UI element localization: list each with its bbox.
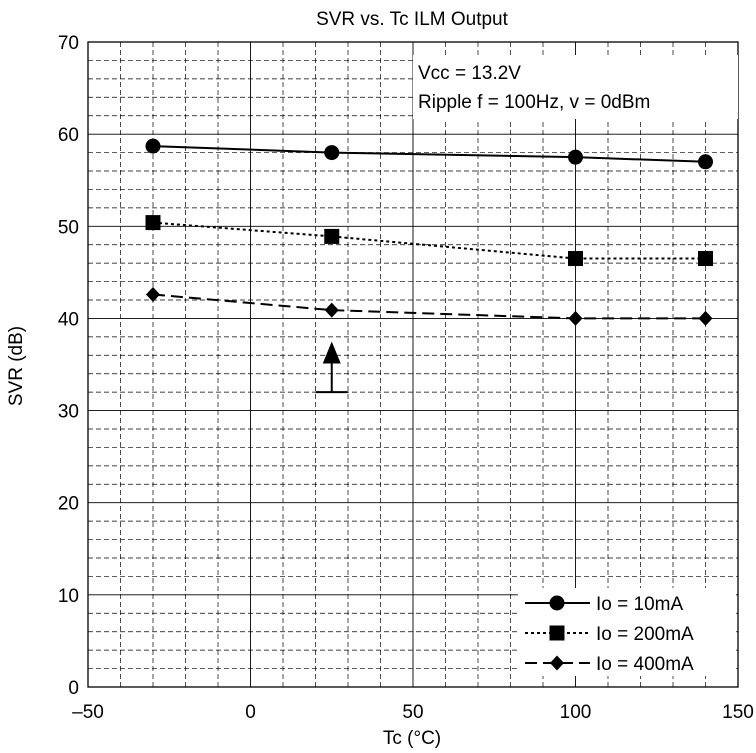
y-tick-label: 10: [58, 586, 79, 607]
arrow-marker: [315, 341, 348, 394]
data-point-diamond: [324, 302, 339, 318]
y-tick-label: 60: [58, 125, 79, 146]
data-point-diamond: [698, 310, 713, 326]
y-tick-label: 20: [58, 494, 79, 515]
data-point-square: [698, 251, 713, 267]
series-2: [145, 215, 713, 267]
data-point-circle: [568, 149, 583, 165]
chart-title: SVR vs. Tc ILM Output: [316, 9, 509, 30]
legend-label: Io = 10mA: [596, 594, 683, 615]
data-point-circle: [145, 138, 161, 154]
data-point-circle: [698, 154, 713, 170]
x-tick-label: 150: [722, 702, 754, 723]
annotation-vcc: Vcc = 13.2V: [418, 63, 521, 84]
y-tick-label: 0: [68, 678, 79, 699]
x-tick-label: 0: [245, 702, 256, 723]
legend-item: Io = 10mA: [525, 594, 683, 615]
y-tick-label: 40: [58, 309, 79, 330]
y-tick-label: 70: [58, 33, 79, 54]
legend-item: Io = 200mA: [525, 624, 694, 645]
series-line: [152, 221, 706, 260]
x-axis-label: Tc (°C): [383, 728, 441, 749]
data-point-diamond: [568, 310, 583, 326]
x-tick-label: –50: [72, 702, 104, 723]
annotation-box: Vcc = 13.2V Ripple f = 100Hz, v = 0dBm: [413, 55, 738, 119]
series-1: [145, 138, 713, 170]
data-point-diamond: [146, 286, 160, 302]
legend-label: Io = 400mA: [596, 654, 694, 675]
legend-marker-square: [549, 625, 565, 641]
y-tick-label: 50: [58, 217, 79, 238]
series-line: [152, 293, 706, 320]
annotation-ripple: Ripple f = 100Hz, v = 0dBm: [418, 92, 650, 113]
tick-labels: –50 0 50 100 150 0 10 20 30 40 50 60 70: [58, 33, 754, 723]
legend-label: Io = 200mA: [596, 624, 694, 645]
legend-marker-circle: [549, 595, 565, 611]
data-point-circle: [324, 145, 340, 161]
x-tick-label: 100: [560, 702, 592, 723]
x-tick-label: 50: [402, 702, 423, 723]
y-tick-label: 30: [58, 402, 79, 423]
data-point-square: [324, 228, 340, 244]
series-layer: [145, 138, 713, 326]
legend: Io = 10mA Io = 200mA Io = 400mA: [518, 588, 736, 676]
plot-frame: [87, 41, 739, 688]
data-point-square: [145, 215, 161, 231]
y-axis-label: SVR (dB): [6, 326, 27, 406]
series-line: [152, 145, 706, 163]
arrow-head: [322, 341, 341, 364]
data-point-square: [568, 251, 583, 267]
legend-item: Io = 400mA: [525, 654, 694, 675]
legend-marker-diamond: [550, 655, 564, 671]
series-3: [146, 286, 713, 326]
